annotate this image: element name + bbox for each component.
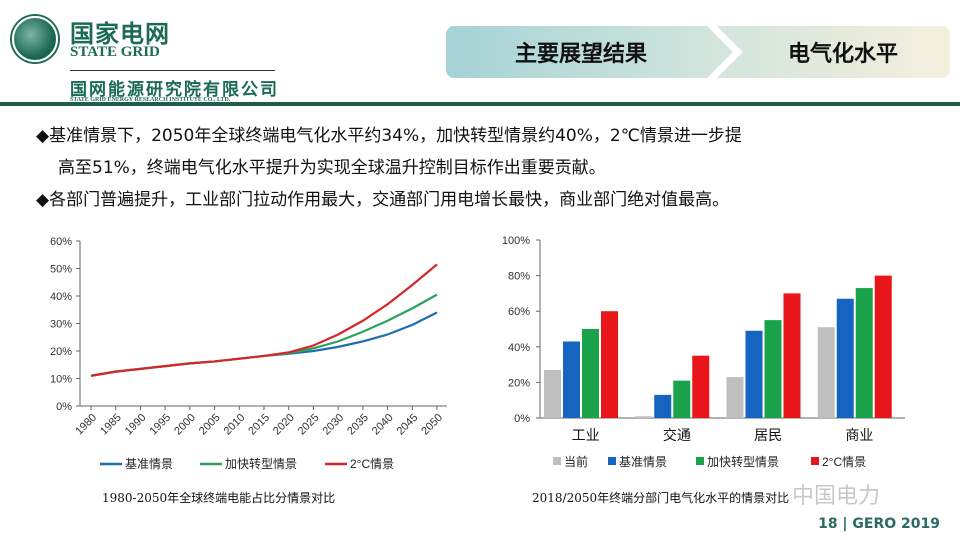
bar-0-0 [544, 369, 561, 418]
category-label: 商业 [845, 427, 873, 443]
bar-y-tick-label: 40% [508, 342, 530, 354]
logo-divider [70, 70, 275, 71]
x-tick-label: 2050 [419, 412, 445, 438]
x-tick-label: 2020 [271, 412, 297, 438]
bullet-1-line-1: ◆基准情景下，2050年全球终端电气化水平约34%，加快转型情景约40%，2℃情… [36, 126, 742, 146]
bar-chart-caption: 2018/2050年终端分部门电气化水平的情景对比 [532, 491, 790, 505]
bar-3-0 [817, 327, 835, 418]
watermark: 中国电力 [792, 484, 881, 509]
page-footer: 18 | GERO 2019 [818, 516, 940, 532]
bar-legend-label: 加快转型情景 [707, 454, 779, 469]
y-tick-label: 10% [50, 374, 72, 386]
chevron-right-icon [708, 26, 743, 78]
y-tick-label: 20% [50, 346, 72, 358]
category-label: 交通 [663, 427, 691, 443]
section-banner: 主要展望结果 电气化水平 [446, 26, 950, 78]
bar-3-1 [836, 298, 854, 418]
bar-1-1 [654, 394, 672, 418]
category-label: 居民 [754, 427, 782, 443]
x-tick-label: 2015 [246, 412, 272, 438]
bar-legend-swatch [553, 457, 561, 465]
bar-legend-swatch [811, 457, 819, 465]
bar-2-3 [783, 293, 801, 418]
bullet-list: ◆基准情景下，2050年全球终端电气化水平约34%，加快转型情景约40%，2℃情… [36, 120, 936, 216]
bar-1-2 [673, 380, 691, 418]
y-tick-label: 60% [50, 236, 72, 248]
x-tick-label: 2035 [345, 412, 371, 438]
series-line-2 [90, 263, 438, 377]
banner-section: 主要展望结果 [514, 42, 647, 67]
institute-cn: 国网能源研究院有限公司 [70, 80, 279, 100]
x-tick-label: 1985 [98, 412, 124, 438]
legend-label: 基准情景 [125, 457, 173, 471]
x-tick-label: 1990 [123, 412, 149, 438]
bar-y-tick-label: 0% [514, 413, 530, 425]
bullet-1-line-2: 高至51%，终端电气化水平提升为实现全球温升控制目标作出重要贡献。 [58, 158, 606, 178]
bar-legend-label: 2°C情景 [822, 455, 866, 469]
bar-2-2 [764, 320, 782, 418]
x-tick-label: 2040 [370, 412, 396, 438]
x-tick-label: 2000 [172, 412, 198, 438]
legend-label: 2°C情景 [350, 457, 394, 471]
logo-en: STATE GRID [70, 44, 160, 60]
logo-cn: 国家电网 [70, 20, 170, 48]
y-tick-label: 50% [50, 264, 72, 276]
bar-2-0 [726, 377, 744, 418]
bar-legend-swatch [608, 457, 616, 465]
line-chart-caption: 1980-2050年全球终端电能占比分情景对比 [102, 491, 336, 505]
bar-1-0 [635, 416, 653, 418]
header-divider [0, 102, 960, 106]
bar-3-2 [855, 288, 873, 418]
legend-label: 加快转型情景 [225, 456, 297, 471]
institute-en: STATE GRID ENERGY RESEARCH INSTITUTE CO.… [70, 97, 231, 103]
banner-topic: 电气化水平 [787, 42, 898, 67]
bar-legend-label: 基准情景 [619, 455, 667, 469]
x-tick-label: 1980 [73, 412, 99, 438]
bar-legend-swatch [696, 457, 704, 465]
bar-2-1 [745, 330, 763, 418]
bar-y-tick-label: 80% [508, 271, 530, 283]
bar-y-tick-label: 60% [508, 306, 530, 318]
globe-icon [12, 16, 58, 62]
x-tick-label: 2045 [395, 412, 421, 438]
x-tick-label: 2030 [320, 412, 346, 438]
x-tick-label: 2005 [197, 412, 223, 438]
bar-y-tick-label: 100% [502, 235, 530, 247]
category-label: 工业 [572, 427, 600, 443]
y-tick-label: 0% [56, 401, 72, 413]
bar-3-3 [874, 275, 892, 418]
bar-0-2 [582, 329, 599, 418]
y-tick-label: 30% [50, 319, 72, 331]
y-tick-label: 40% [50, 291, 72, 303]
bullet-2: ◆各部门普遍提升，工业部门拉动作用最大，交通部门用电增长最快，商业部门绝对值最高… [36, 190, 730, 210]
x-tick-label: 1995 [147, 412, 173, 438]
bar-0-3 [601, 311, 618, 418]
bar-legend-label: 当前 [564, 454, 588, 469]
bar-0-1 [563, 341, 580, 418]
bar-y-tick-label: 20% [508, 377, 530, 389]
bar-1-3 [692, 355, 710, 418]
x-tick-label: 2010 [222, 412, 248, 438]
x-tick-label: 2025 [296, 412, 322, 438]
